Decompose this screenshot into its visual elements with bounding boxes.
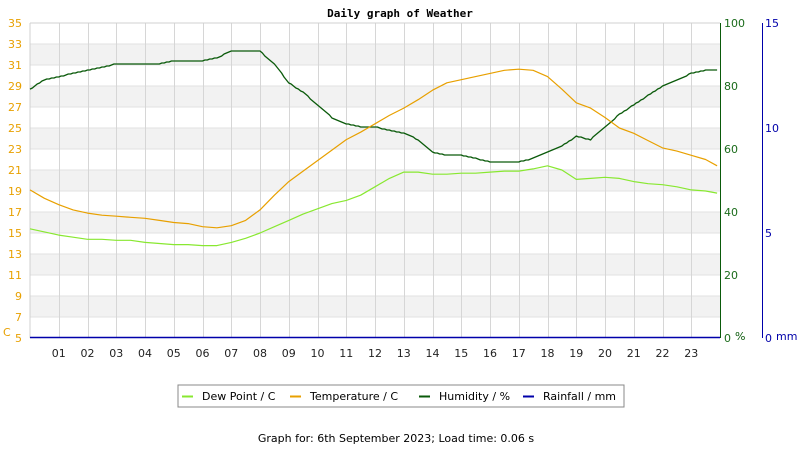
left-tick-label: 35 [8, 17, 22, 30]
legend-label-dew-point: Dew Point / C [202, 390, 276, 403]
left-tick-label: 33 [8, 38, 22, 51]
left-tick-label: 25 [8, 122, 22, 135]
dew-point-line [29, 165, 718, 247]
legend-box [177, 384, 625, 408]
humidity-tick-label: 20 [724, 269, 738, 282]
humidity-tick-label: 0 [724, 332, 731, 345]
temperature-line [29, 68, 718, 229]
x-tick-label: 14 [426, 347, 440, 360]
chart-title: Daily graph of Weather [327, 7, 473, 20]
x-tick-label: 18 [541, 347, 555, 360]
left-tick-label: 11 [8, 269, 22, 282]
x-tick-label: 07 [224, 347, 238, 360]
left-axis-unit-label: C [3, 326, 11, 339]
series-layer [29, 50, 718, 247]
humidity-tick-label: 80 [724, 80, 738, 93]
rainfall-tick-label: 10 [765, 122, 779, 135]
legend-items: Dew Point / C Temperature / C Humidity / %… [182, 390, 616, 403]
x-tick-label: 12 [368, 347, 382, 360]
left-tick-label: 17 [8, 206, 22, 219]
vertical-grid [59, 23, 692, 338]
x-tick-label: 22 [656, 347, 670, 360]
x-tick-label: 13 [397, 347, 411, 360]
left-tick-label: 31 [8, 59, 22, 72]
left-tick-label: 23 [8, 143, 22, 156]
left-tick-label: 9 [15, 290, 22, 303]
humidity-tick-label: 100 [724, 17, 745, 30]
x-tick-label: 23 [684, 347, 698, 360]
left-tick-label: 13 [8, 248, 22, 261]
humidity-axis-ticks: 0 20 40 60 80 100 [724, 17, 745, 345]
left-tick-label: 21 [8, 164, 22, 177]
humidity-axis-unit-label: % [735, 330, 745, 343]
x-tick-label: 01 [52, 347, 66, 360]
rainfall-tick-label: 15 [765, 17, 779, 30]
rainfall-tick-label: 5 [765, 227, 772, 240]
x-tick-label: 15 [454, 347, 468, 360]
x-tick-label: 19 [569, 347, 583, 360]
x-tick-label: 05 [167, 347, 181, 360]
x-tick-label: 10 [311, 347, 325, 360]
humidity-tick-label: 60 [724, 143, 738, 156]
x-tick-label: 06 [196, 347, 210, 360]
rainfall-axis-ticks: 0 5 10 15 [765, 17, 779, 345]
x-tick-label: 02 [81, 347, 95, 360]
legend: Dew Point / C Temperature / C Humidity / %… [177, 384, 625, 408]
legend-label-temperature: Temperature / C [309, 390, 398, 403]
x-tick-label: 20 [598, 347, 612, 360]
rainfall-axis-unit-label: mm [776, 330, 797, 343]
legend-label-rainfall: Rainfall / mm [543, 390, 616, 403]
left-tick-label: 15 [8, 227, 22, 240]
footer-text: Graph for: 6th September 2023; Load time… [258, 432, 535, 445]
left-tick-label: 19 [8, 185, 22, 198]
x-tick-label: 16 [483, 347, 497, 360]
left-tick-label: 7 [15, 311, 22, 324]
rainfall-tick-label: 0 [765, 332, 772, 345]
x-tick-label: 11 [339, 347, 353, 360]
humidity-tick-label: 40 [724, 206, 738, 219]
x-tick-label: 21 [627, 347, 641, 360]
left-axis-ticks: 5 7 9 11 13 15 17 19 21 23 25 27 29 31 33 35 [8, 17, 22, 345]
x-axis-ticks: 01 02 03 04 05 06 07 08 09 10 11 12 13 14 15 16 17 18 19 20… [52, 347, 699, 360]
left-tick-label: 5 [15, 332, 22, 345]
x-tick-label: 09 [282, 347, 296, 360]
legend-label-humidity: Humidity / % [439, 390, 510, 403]
x-tick-label: 17 [512, 347, 526, 360]
left-tick-label: 29 [8, 80, 22, 93]
left-tick-label: 27 [8, 101, 22, 114]
x-tick-label: 03 [109, 347, 123, 360]
x-tick-label: 08 [253, 347, 267, 360]
humidity-line [29, 50, 718, 163]
x-tick-label: 04 [138, 347, 152, 360]
